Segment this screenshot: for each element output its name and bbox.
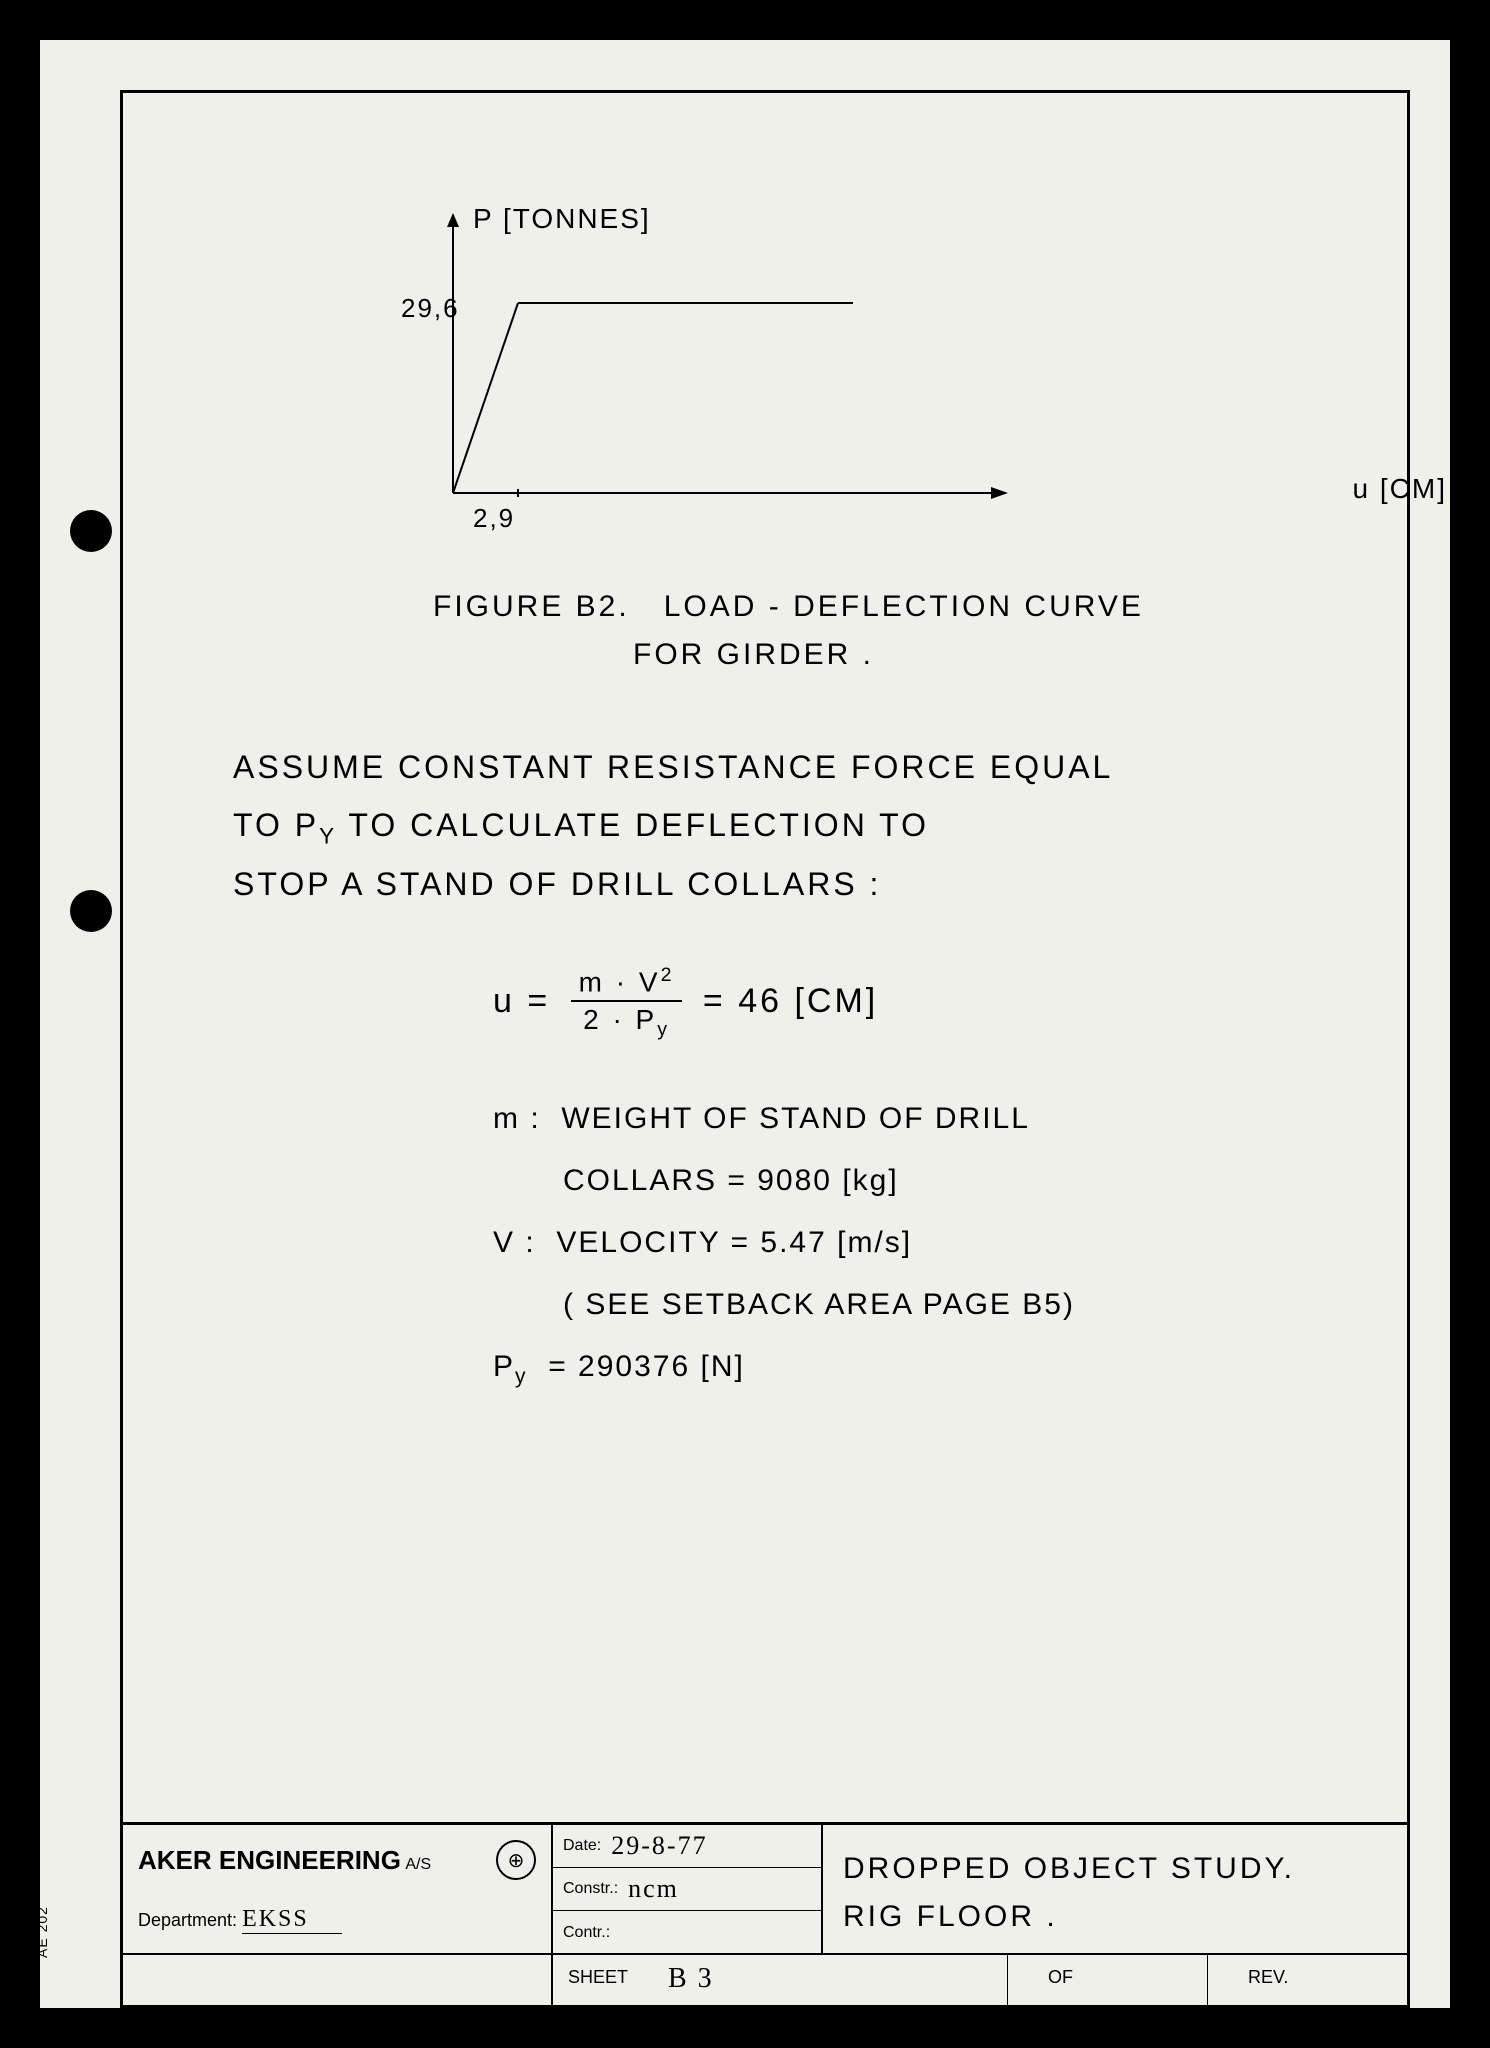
company-suffix: A/S (405, 1856, 431, 1873)
contr-row: Contr.: (553, 1911, 821, 1954)
body-line3: STOP A STAND OF DRILL COLLARS : (233, 866, 881, 902)
body-line2-sub: Y (319, 823, 337, 848)
sheet-info: SHEET B 3 OF REV. (553, 1955, 1407, 2005)
rev-label: REV. (1207, 1955, 1407, 2005)
def-m-line2: COLLARS = 9080 [kg] (563, 1154, 1347, 1208)
title-block-row2: SHEET B 3 OF REV. (123, 1955, 1407, 2005)
formula-den-sub: y (657, 1019, 670, 1041)
of-label: OF (1007, 1955, 1207, 2005)
content-area: P [TONNES] u [CM] 29,6 2,9 FIGURE B2. LO… (123, 93, 1407, 1805)
body-line2: TO P (233, 807, 319, 843)
def-py-label: P (493, 1350, 515, 1383)
constr-row: Constr.: ncm (553, 1868, 821, 1911)
title-block: AKER ENGINEERING A/S ⊕ Department: EKSS … (123, 1822, 1407, 2005)
formula-numerator: m · V (579, 966, 661, 997)
sheet-value: B 3 (653, 1955, 1007, 2005)
figure-number: FIGURE B2. (433, 590, 630, 623)
def-m-text1: WEIGHT OF STAND OF DRILL (561, 1102, 1030, 1135)
body-line1: ASSUME CONSTANT RESISTANCE FORCE EQUAL (233, 749, 1113, 785)
contr-label: Contr.: (563, 1924, 610, 1942)
def-m-label: m : (493, 1102, 541, 1135)
def-v-note: ( SEE SETBACK AREA PAGE B5) (563, 1278, 1347, 1332)
formula-fraction: m · V2 2 · Py (571, 964, 683, 1042)
date-row: Date: 29-8-77 (553, 1825, 821, 1868)
def-v: V : VELOCITY = 5.47 [m/s] (493, 1216, 1347, 1270)
constr-label: Constr.: (563, 1880, 618, 1898)
caption-line1: LOAD - DEFLECTION CURVE (664, 590, 1144, 623)
constr-value: ncm (628, 1874, 679, 1904)
def-py: Py = 290376 [N] (493, 1340, 1347, 1396)
def-v-text: VELOCITY = 5.47 [m/s] (556, 1226, 912, 1259)
company-cell: AKER ENGINEERING A/S ⊕ Department: EKSS (123, 1825, 553, 1953)
drawing-title: DROPPED OBJECT STUDY. RIG FLOOR . (823, 1825, 1407, 1953)
formula-lhs: u = (493, 982, 550, 1020)
dept-label: Department: (138, 1910, 237, 1930)
formula-num-sup: 2 (661, 964, 675, 986)
formula-result: = 46 [CM] (703, 982, 878, 1020)
def-m: m : WEIGHT OF STAND OF DRILL (493, 1092, 1347, 1146)
formula-denominator: 2 · P (583, 1004, 657, 1035)
load-deflection-chart: P [TONNES] u [CM] 29,6 2,9 (413, 213, 1347, 533)
body-line2-cont: TO CALCULATE DEFLECTION TO (337, 807, 929, 843)
y-tick-value: 29,6 (401, 293, 460, 324)
deflection-formula: u = m · V2 2 · Py = 46 [CM] (493, 964, 1347, 1042)
dept-value: EKSS (242, 1906, 342, 1934)
title-line2: RIG FLOOR . (843, 1893, 1387, 1941)
punch-hole (70, 890, 112, 932)
drawing-frame: P [TONNES] u [CM] 29,6 2,9 FIGURE B2. LO… (120, 90, 1410, 2008)
assumption-text: ASSUME CONSTANT RESISTANCE FORCE EQUAL T… (233, 739, 1347, 914)
date-label: Date: (563, 1837, 601, 1855)
sheet-spacer (123, 1955, 553, 2005)
figure-caption: FIGURE B2. LOAD - DEFLECTION CURVE FOR G… (433, 583, 1347, 679)
chart-svg (413, 213, 1013, 533)
form-number: AE 202 (34, 1906, 50, 1958)
y-axis-label: P [TONNES] (473, 203, 651, 235)
punch-hole (70, 510, 112, 552)
caption-line2: FOR GIRDER . (633, 638, 874, 671)
x-tick-value: 2,9 (473, 503, 515, 534)
def-py-text: = 290376 [N] (548, 1350, 745, 1383)
page: AE 202 P [TONNES] u [CM] (40, 40, 1450, 2008)
meta-cell: Date: 29-8-77 Constr.: ncm Contr.: (553, 1825, 823, 1953)
date-value: 29-8-77 (611, 1831, 707, 1861)
x-axis-label: u [CM] (1353, 473, 1447, 505)
company-logo-icon: ⊕ (496, 1840, 536, 1880)
def-py-sub: y (515, 1365, 528, 1388)
title-block-row1: AKER ENGINEERING A/S ⊕ Department: EKSS … (123, 1825, 1407, 1955)
variable-definitions: m : WEIGHT OF STAND OF DRILL COLLARS = 9… (493, 1092, 1347, 1396)
title-line1: DROPPED OBJECT STUDY. (843, 1845, 1387, 1893)
def-v-label: V : (493, 1226, 536, 1259)
sheet-label: SHEET (553, 1955, 653, 2005)
company-name: AKER ENGINEERING (138, 1845, 401, 1875)
